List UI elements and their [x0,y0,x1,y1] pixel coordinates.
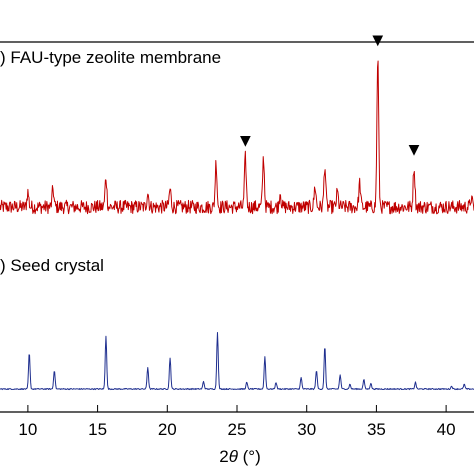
x-axis-title-symbol: θ [229,447,239,466]
plot-frame [0,41,474,413]
peak-marker-triangle: ▼ [372,32,383,48]
peak-marker-triangle: ▼ [240,133,251,149]
x-tick-label-10: 10 [18,420,37,439]
x-tick-label-35: 35 [367,420,386,439]
x-axis-title-prefix: 2 [219,447,228,466]
x-tick-label-15: 15 [88,420,107,439]
x-axis-ticks: 10 15 20 25 30 35 40 [18,405,456,439]
series-line-0 [0,60,474,215]
series-line-1 [0,332,474,391]
peak-markers: ▼ ▼ ▼ [240,32,420,158]
x-axis-title-unit: (°) [238,447,261,466]
x-tick-label-20: 20 [158,420,177,439]
x-tick-label-25: 25 [228,420,247,439]
x-axis-title: 2θ (°) [219,447,261,466]
peak-marker-triangle: ▼ [409,142,420,158]
x-tick-label-40: 40 [437,420,456,439]
series-group [0,60,474,391]
panel-label-seed: ) Seed crystal [0,256,104,275]
panel-label-membrane: ) FAU-type zeolite membrane [0,48,221,67]
x-tick-label-30: 30 [297,420,316,439]
